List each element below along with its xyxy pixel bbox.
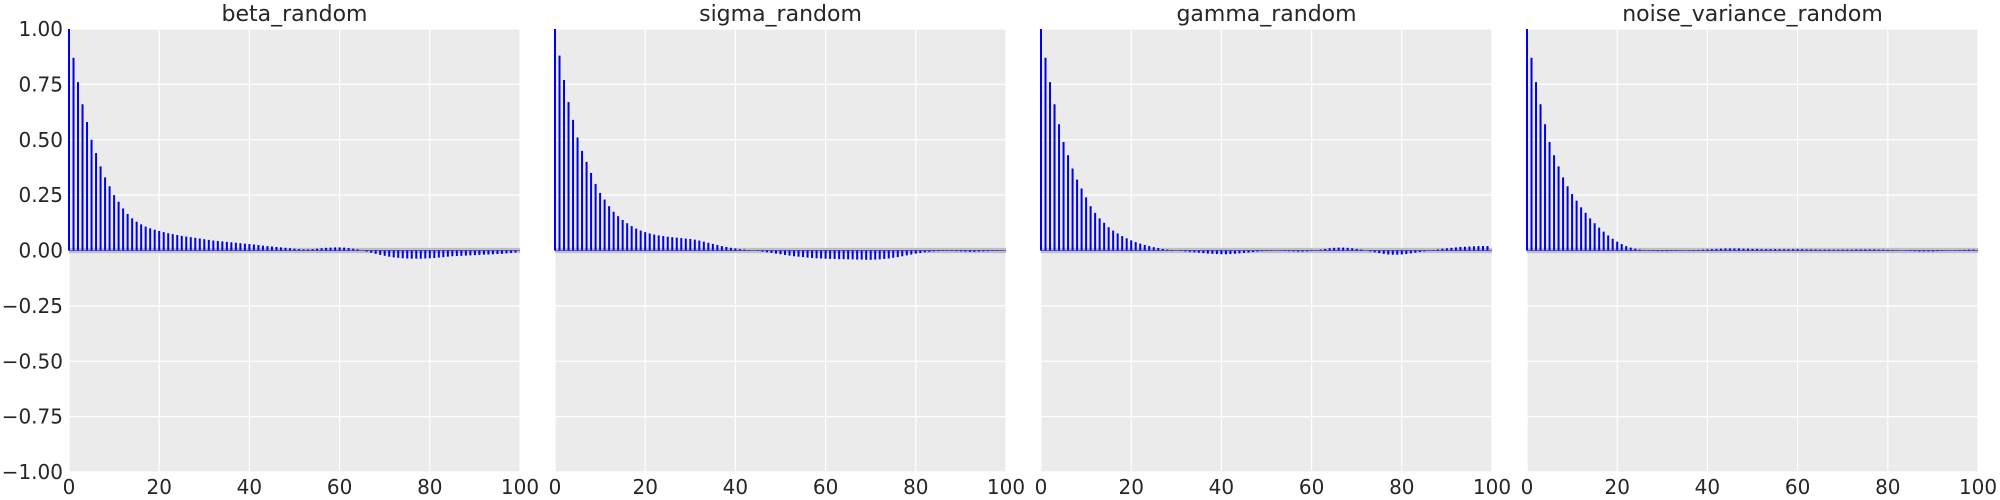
chart-panel-3: gamma_random 0 20 40 60 80 100 xyxy=(1035,2,1511,499)
x-tick-label: 0 xyxy=(1035,475,1048,499)
y-tick-label: 0.75 xyxy=(18,72,63,96)
y-tick-label: −0.50 xyxy=(2,349,63,373)
y-tick-label: 0.25 xyxy=(18,183,63,207)
x-tick-label: 40 xyxy=(237,475,262,499)
x-tick-label: 60 xyxy=(1785,475,1810,499)
x-tick-label: 80 xyxy=(417,475,442,499)
y-tick-label: −1.00 xyxy=(2,460,63,484)
x-tick-label: 40 xyxy=(1695,475,1720,499)
y-tick-label: −0.25 xyxy=(2,294,63,318)
panel-title: noise_variance_random xyxy=(1622,2,1883,27)
x-tick-label: 60 xyxy=(813,475,838,499)
chart-panel-4: noise_variance_random 0 20 40 60 80 100 xyxy=(1521,2,1997,499)
x-tick-label: 0 xyxy=(549,475,562,499)
x-tick-label: 20 xyxy=(632,475,657,499)
x-tick-label: 80 xyxy=(903,475,928,499)
x-tick-label: 20 xyxy=(1604,475,1629,499)
y-tick-label: −0.75 xyxy=(2,405,63,429)
x-tick-label: 20 xyxy=(1118,475,1143,499)
x-tick-label: 80 xyxy=(1875,475,1900,499)
x-tick-label: 80 xyxy=(1389,475,1414,499)
x-tick-label: 0 xyxy=(1521,475,1534,499)
x-tick-label: 100 xyxy=(1959,475,1997,499)
panel-title: sigma_random xyxy=(699,2,862,27)
x-tick-label: 0 xyxy=(63,475,76,499)
x-tick-label: 100 xyxy=(501,475,539,499)
y-tick-label: 0.50 xyxy=(18,128,63,152)
x-tick-label: 60 xyxy=(327,475,352,499)
chart-panel-1: beta_random 0 20 40 60 80 100 1.00 0.75 0.50 0.25 0… xyxy=(2,2,539,499)
panel-title: gamma_random xyxy=(1176,2,1356,27)
y-tick-label: 0.00 xyxy=(18,239,63,263)
chart-panel-2: sigma_random 0 20 40 60 80 100 xyxy=(549,2,1025,499)
x-tick-label: 20 xyxy=(146,475,171,499)
x-tick-label: 60 xyxy=(1299,475,1324,499)
x-tick-label: 40 xyxy=(1209,475,1234,499)
y-tick-label: 1.00 xyxy=(18,17,63,41)
x-tick-label: 40 xyxy=(723,475,748,499)
x-tick-label: 100 xyxy=(987,475,1025,499)
x-tick-label: 100 xyxy=(1473,475,1511,499)
panel-title: beta_random xyxy=(222,2,368,27)
